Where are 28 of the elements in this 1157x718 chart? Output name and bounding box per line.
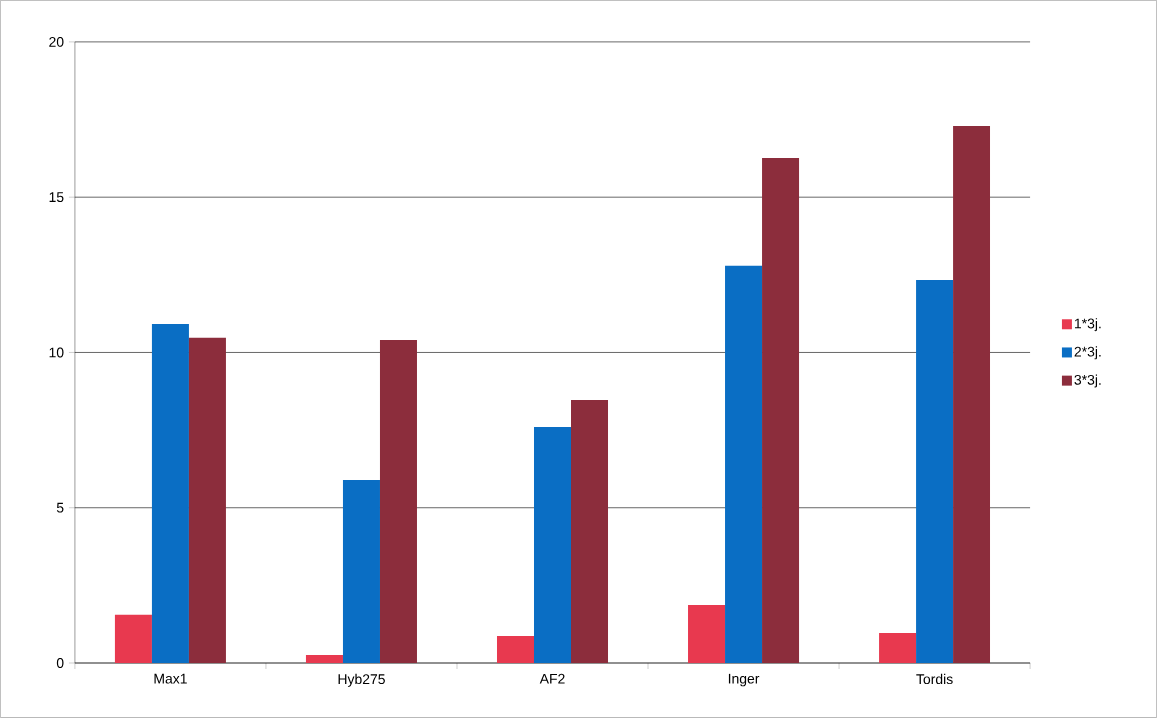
- bar: [916, 280, 954, 664]
- bar: [688, 604, 726, 664]
- x-tick-label: Hyb275: [338, 673, 385, 687]
- bar: [879, 632, 917, 664]
- bar: [496, 636, 534, 664]
- x-tick-label: Inger: [728, 673, 760, 687]
- legend-label: 1*3j.: [1074, 318, 1101, 332]
- x-tick-label: Tordis: [916, 673, 953, 685]
- bar: [953, 126, 991, 664]
- y-tick-label: 5: [56, 502, 64, 513]
- bar: [725, 265, 763, 664]
- bar: [114, 614, 152, 664]
- bar: [188, 337, 226, 664]
- bar: [151, 323, 189, 664]
- bar: [762, 158, 800, 664]
- bar: [571, 400, 609, 664]
- y-tick-label: 20: [49, 36, 64, 47]
- bar: [342, 480, 380, 664]
- bar: [534, 427, 571, 664]
- legend-label: 3*3j.: [1074, 374, 1101, 388]
- x-tick-label: Max1: [154, 673, 187, 684]
- bar: [379, 340, 417, 664]
- y-tick-label: 15: [49, 192, 64, 203]
- y-tick-label: 10: [49, 347, 64, 358]
- legend-label: 2*3j.: [1074, 346, 1101, 360]
- y-tick-label: 0: [56, 658, 64, 668]
- bar: [305, 654, 343, 664]
- x-tick-label: AF2: [539, 673, 565, 684]
